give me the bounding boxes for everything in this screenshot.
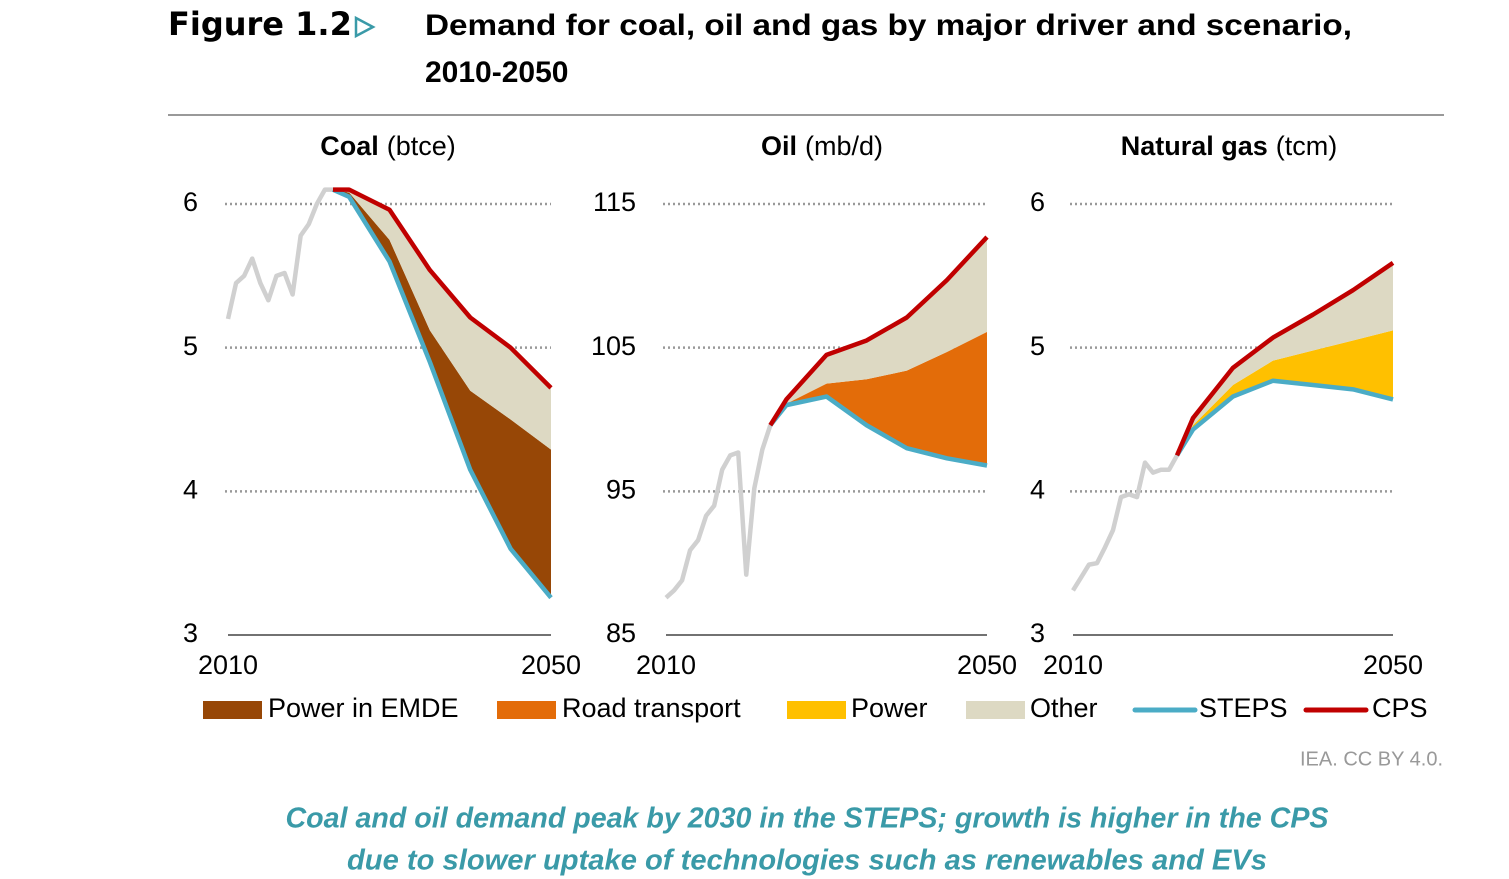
caption: due to slower uptake of technologies suc… [347,845,1267,877]
source: IEA. CC BY 4.0. [1300,748,1443,770]
legend-label: STEPS [1199,693,1288,723]
stacked-area [770,331,987,466]
legend-swatch [497,701,556,719]
panel-title: Natural gas (tcm) [1121,131,1338,161]
x-tick-label: 2010 [198,650,258,680]
stacked-area [1177,262,1393,456]
scenario-line [332,187,553,390]
scenario-line [1175,378,1394,457]
legend-label: Power in EMDE [268,693,459,723]
y-tick-label: 95 [606,474,636,504]
scenario-line [768,394,988,468]
y-tick-label: 3 [183,618,198,648]
legend-label: Road transport [562,693,741,723]
panel-title-unit: (tcm) [1276,131,1337,161]
figure-label: Figure 1.2 [168,5,352,43]
legend-label: Power [851,693,928,723]
x-tick-label: 2010 [636,650,696,680]
x-tick-label: 2010 [1043,650,1103,680]
y-tick-label: 5 [1030,331,1045,361]
x-tick-label: 2050 [957,650,1017,680]
y-tick-label: 115 [593,187,636,217]
history-line [664,424,773,600]
panel-title-name: Natural gas [1121,131,1268,161]
panel-title-name: Coal [320,131,379,161]
scenario-line [1174,261,1395,457]
caption: Coal and oil demand peak by 2030 in the … [286,803,1330,835]
y-tick-label: 85 [606,618,636,648]
y-tick-label: 105 [591,331,636,361]
panel-title: Oil (mb/d) [761,131,883,161]
legend-swatch [966,701,1025,719]
y-tick-label: 4 [183,474,198,504]
y-tick-label: 4 [1030,474,1045,504]
stacked-area [1177,330,1393,456]
history-line [1071,454,1179,592]
stacked-area [332,189,551,450]
panel-title-unit: (btce) [387,131,456,161]
x-tick-label: 2050 [1363,650,1423,680]
figure-title: Demand for coal, oil and gas by major dr… [425,9,1352,42]
history-line [225,187,333,320]
y-tick-label: 6 [183,187,198,217]
y-tick-label: 3 [1030,618,1045,648]
panel-title-unit: (mb/d) [805,131,883,161]
panel-title-name: Oil [761,131,797,161]
panel-title: Coal (btce) [320,131,456,161]
legend-label: CPS [1372,693,1428,723]
scenario-line [332,187,553,600]
figure-title: 2010-2050 [425,56,568,89]
y-tick-label: 5 [183,331,198,361]
x-tick-label: 2050 [521,650,581,680]
stacked-area [770,237,987,426]
legend-label: Other [1030,693,1098,723]
scenario-line [768,235,989,427]
figure-marker [354,15,376,39]
y-tick-label: 6 [1030,187,1045,217]
legend-swatch [787,701,846,719]
legend-swatch [203,701,262,719]
